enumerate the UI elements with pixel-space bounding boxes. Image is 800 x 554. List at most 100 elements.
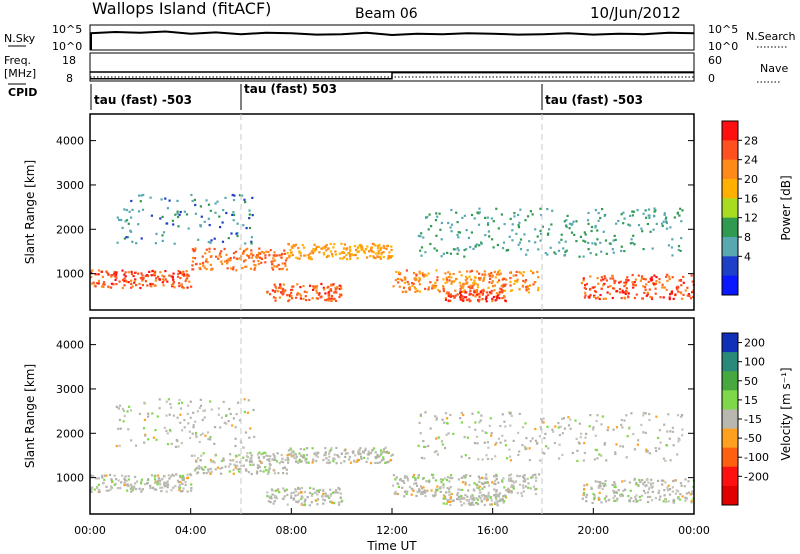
- nave-step: [90, 71, 694, 80]
- velocity-cbar-blocks: [722, 333, 738, 506]
- echo-cell: [235, 257, 239, 260]
- echo-cell: [598, 486, 601, 489]
- echo-cell: [163, 279, 166, 282]
- echo-cell: [477, 503, 480, 506]
- echo-cell: [245, 265, 248, 268]
- echo-cell: [442, 278, 445, 281]
- echo-cell: [343, 243, 346, 246]
- echo-cell: [655, 276, 658, 279]
- echo-cell: [250, 256, 254, 259]
- echo-cell: [465, 248, 468, 251]
- echo-cell: [290, 245, 293, 248]
- echo-cell: [516, 280, 519, 283]
- echo-cell: [444, 272, 447, 275]
- echo-cell: [443, 495, 446, 498]
- echo-cell: [309, 252, 312, 255]
- echo-cell: [451, 477, 454, 480]
- echo-cell: [250, 236, 253, 239]
- echo-cell: [380, 449, 383, 452]
- echo-cell: [623, 291, 626, 294]
- echo-cell: [568, 222, 571, 225]
- colorbar-block: [722, 371, 738, 391]
- echo-cell: [479, 419, 482, 422]
- echo-cell: [142, 277, 145, 280]
- echo-cell: [426, 215, 429, 219]
- echo-cell: [434, 415, 437, 418]
- echo-cell: [286, 503, 289, 506]
- echo-cell: [134, 475, 137, 478]
- echo-cell: [168, 274, 171, 277]
- echo-cell: [615, 426, 619, 429]
- echo-cell: [115, 283, 118, 286]
- echo-cell: [633, 243, 636, 246]
- echo-cell: [250, 454, 253, 457]
- echo-cell: [675, 489, 678, 492]
- echo-cell: [521, 494, 524, 497]
- echo-cell: [196, 457, 200, 460]
- echo-cell: [176, 479, 180, 482]
- echo-cell: [237, 454, 240, 457]
- echo-cell: [604, 479, 607, 483]
- echo-cell: [578, 422, 581, 425]
- echo-cell: [403, 476, 407, 479]
- echo-cell: [114, 482, 117, 485]
- echo-cell: [535, 479, 538, 482]
- echo-cell: [438, 290, 441, 293]
- echo-cell: [678, 279, 681, 282]
- echo-cell: [276, 452, 279, 455]
- echo-cell: [618, 281, 621, 284]
- echo-cell: [360, 455, 363, 458]
- echo-cell: [390, 245, 393, 248]
- echo-cell: [174, 485, 177, 488]
- echo-cell: [277, 290, 280, 293]
- echo-cell: [270, 260, 273, 263]
- echo-cell: [310, 501, 313, 504]
- echo-cell: [130, 216, 133, 219]
- echo-cell: [334, 250, 337, 253]
- echo-cell: [525, 287, 528, 290]
- echo-cell: [225, 414, 228, 417]
- echo-cell: [178, 488, 181, 492]
- echo-cell: [486, 223, 490, 226]
- echo-cell: [640, 494, 644, 497]
- echo-cell: [281, 267, 285, 270]
- echo-cell: [600, 501, 603, 504]
- echo-cell: [204, 252, 207, 255]
- echo-cell: [100, 285, 104, 288]
- echo-cell: [312, 459, 315, 462]
- echo-cell: [309, 486, 312, 490]
- echo-cell: [469, 474, 472, 477]
- echo-cell: [118, 404, 122, 407]
- echo-cell: [249, 463, 252, 466]
- echo-cell: [601, 415, 604, 418]
- echo-cell: [650, 499, 654, 502]
- echo-cell: [551, 428, 554, 431]
- echo-cell: [454, 289, 457, 292]
- echo-cell: [485, 431, 488, 435]
- echo-cell: [302, 284, 305, 288]
- echo-cell: [139, 276, 142, 280]
- echo-cell: [593, 458, 596, 461]
- echo-cell: [190, 193, 193, 197]
- echo-cell: [649, 295, 652, 298]
- echo-cell: [171, 275, 174, 278]
- echo-cell: [428, 213, 431, 216]
- echo-cell: [489, 277, 492, 280]
- echo-cell: [546, 253, 549, 256]
- echo-cell: [121, 474, 124, 477]
- echo-cell: [253, 435, 256, 438]
- echo-cell: [404, 290, 407, 293]
- echo-cell: [232, 459, 235, 462]
- echo-cell: [655, 280, 658, 283]
- echo-cell: [176, 199, 179, 202]
- echo-cell: [405, 475, 409, 478]
- echo-cell: [491, 481, 494, 484]
- echo-cell: [345, 248, 348, 251]
- echo-cell: [476, 498, 479, 501]
- echo-cell: [498, 293, 501, 296]
- cpid-segment-label: tau (fast) -503: [545, 93, 643, 107]
- echo-cell: [251, 214, 254, 217]
- echo-cell: [206, 261, 209, 264]
- echo-cell: [311, 447, 314, 450]
- echo-cell: [478, 495, 481, 498]
